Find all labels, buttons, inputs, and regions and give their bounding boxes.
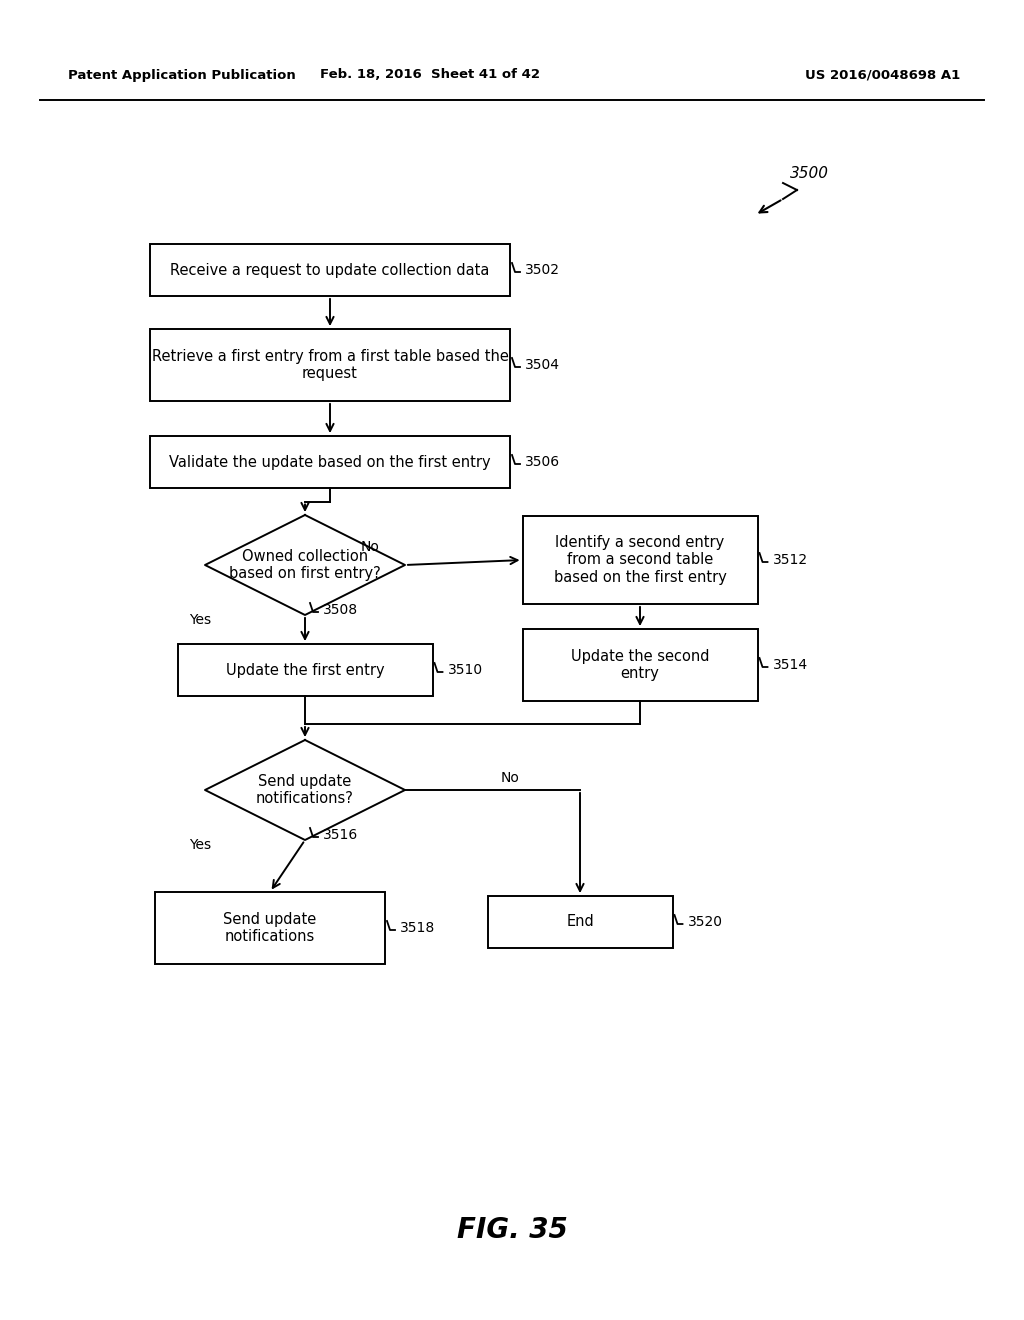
Text: Feb. 18, 2016  Sheet 41 of 42: Feb. 18, 2016 Sheet 41 of 42: [319, 69, 540, 82]
Text: 3518: 3518: [400, 921, 435, 935]
Polygon shape: [205, 515, 406, 615]
Bar: [177, 644, 432, 696]
Bar: [150, 436, 510, 488]
Text: 3506: 3506: [525, 455, 560, 469]
Text: 3514: 3514: [772, 657, 808, 672]
Text: 3512: 3512: [772, 553, 808, 568]
Text: 3500: 3500: [790, 165, 829, 181]
Text: Update the first entry: Update the first entry: [225, 663, 384, 677]
Text: Receive a request to update collection data: Receive a request to update collection d…: [170, 263, 489, 277]
Bar: [150, 329, 510, 401]
Polygon shape: [205, 741, 406, 840]
Text: Validate the update based on the first entry: Validate the update based on the first e…: [169, 454, 490, 470]
Text: US 2016/0048698 A1: US 2016/0048698 A1: [805, 69, 961, 82]
Text: No: No: [501, 771, 519, 785]
Bar: [155, 892, 385, 964]
Bar: [150, 244, 510, 296]
Text: No: No: [360, 540, 380, 554]
Text: Update the second
entry: Update the second entry: [570, 649, 710, 681]
Text: 3504: 3504: [525, 358, 560, 372]
Text: 3510: 3510: [447, 663, 482, 677]
Text: Retrieve a first entry from a first table based the
request: Retrieve a first entry from a first tabl…: [152, 348, 509, 381]
Text: End: End: [566, 915, 594, 929]
Text: 3520: 3520: [687, 915, 723, 929]
Text: Patent Application Publication: Patent Application Publication: [68, 69, 296, 82]
Bar: [487, 896, 673, 948]
Text: Yes: Yes: [189, 612, 211, 627]
Text: FIG. 35: FIG. 35: [457, 1216, 567, 1243]
Text: Owned collection
based on first entry?: Owned collection based on first entry?: [229, 549, 381, 581]
Text: Identify a second entry
from a second table
based on the first entry: Identify a second entry from a second ta…: [554, 535, 726, 585]
Text: Send update
notifications: Send update notifications: [223, 912, 316, 944]
Bar: [522, 630, 758, 701]
Text: Send update
notifications?: Send update notifications?: [256, 774, 354, 807]
Text: 3502: 3502: [525, 263, 560, 277]
Text: Yes: Yes: [189, 838, 211, 851]
Bar: [522, 516, 758, 605]
Text: 3508: 3508: [323, 603, 358, 616]
Text: 3516: 3516: [323, 828, 358, 842]
